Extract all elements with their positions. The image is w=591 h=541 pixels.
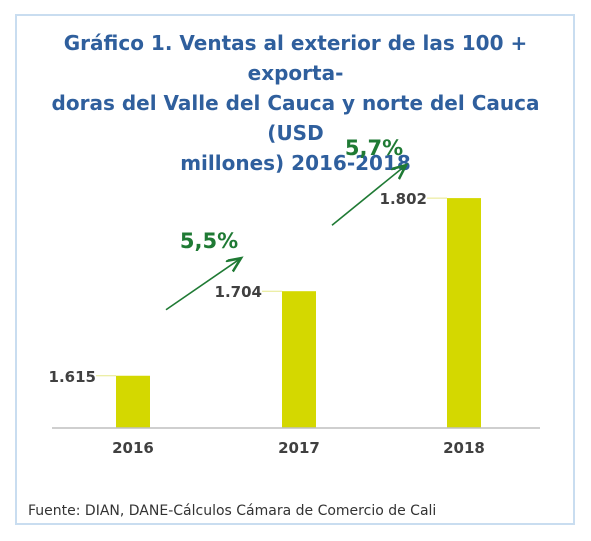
chart-title-line-1: Gráfico 1. Ventas al exterior de las 100… <box>63 31 528 85</box>
bars-layer <box>116 198 481 428</box>
chart-title-line-3: millones) 2016-2018 <box>180 151 411 175</box>
bar-2017 <box>282 291 316 428</box>
chart-title: Gráfico 1. Ventas al exterior de las 100… <box>30 28 561 178</box>
growth-arrow <box>165 258 241 311</box>
growth-layer: 5,5% 5,7% <box>165 136 406 311</box>
value-label: 1.802 <box>380 190 427 208</box>
x-tick-label: 2018 <box>443 439 485 457</box>
chart-title-line-2: doras del Valle del Cauca y norte del Ca… <box>51 91 540 145</box>
value-label: 1.615 <box>49 368 96 386</box>
x-tick-labels-layer: 2016 2017 2018 <box>112 439 485 457</box>
growth-arrow <box>331 165 406 226</box>
bar-2018 <box>447 198 481 428</box>
growth-label: 5,7% <box>345 136 403 160</box>
bar-2016 <box>116 375 150 428</box>
growth-label: 5,5% <box>180 229 238 253</box>
value-labels-layer: 1.615 1.704 1.802 <box>49 190 447 386</box>
x-tick-label: 2016 <box>112 439 154 457</box>
x-tick-label: 2017 <box>278 439 320 457</box>
chart-frame <box>15 14 575 525</box>
source-note: Fuente: DIAN, DANE-Cálculos Cámara de Co… <box>28 503 437 519</box>
value-label: 1.704 <box>215 283 262 301</box>
